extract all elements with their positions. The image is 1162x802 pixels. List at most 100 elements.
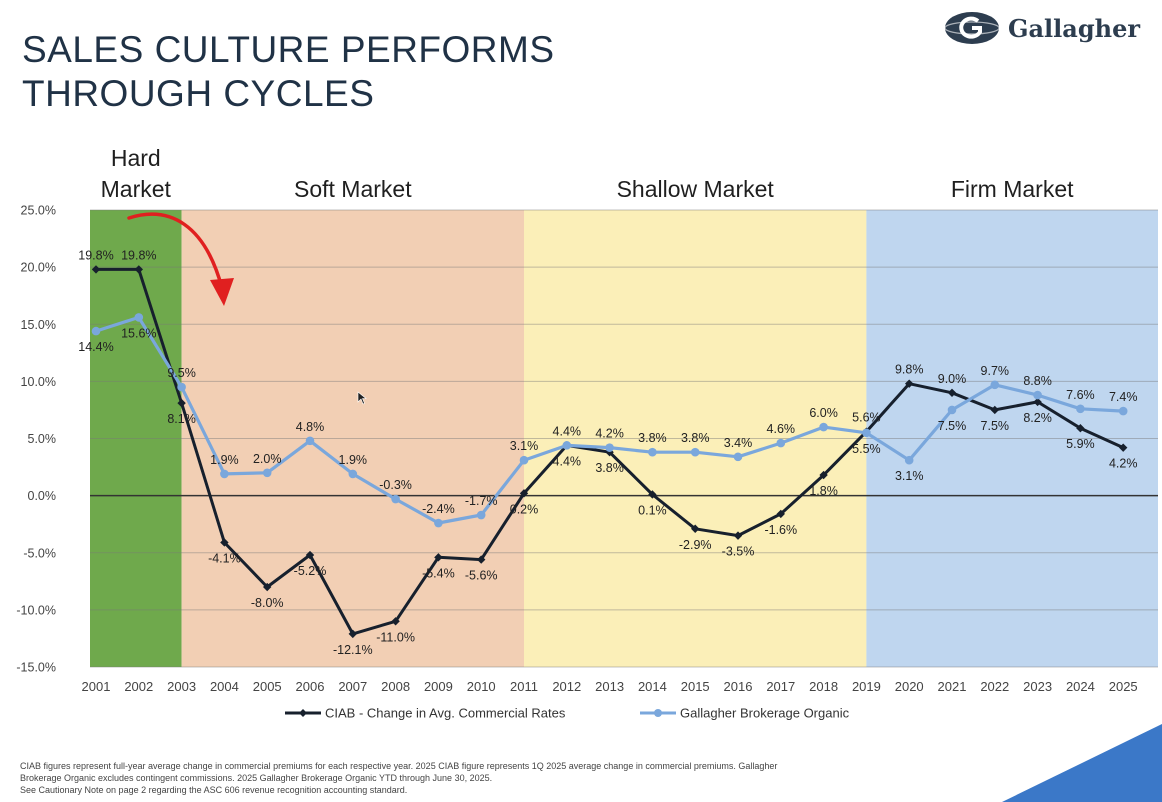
x-tick-label: 2023 [1023,679,1052,694]
data-point [776,438,786,448]
data-point [263,582,272,592]
data-point [519,489,529,498]
data-label: 9.8% [895,363,924,377]
data-label: -2.4% [422,502,455,516]
x-tick-label: 2007 [338,679,367,694]
data-point [1033,390,1042,400]
x-tick-label: 2004 [210,679,239,694]
data-label: 3.8% [681,431,710,445]
data-label: 2.0% [253,452,282,466]
data-point [434,553,443,562]
data-point [776,509,785,519]
data-label: -5.6% [465,569,498,583]
data-label: 4.4% [553,454,582,468]
data-label: -11.0% [376,630,415,644]
data-label: 4.2% [595,427,624,441]
data-point [990,380,1000,390]
data-label: -4.1% [208,551,241,565]
data-point [733,452,743,462]
y-tick-label: -10.0% [16,603,56,617]
region-label: Market [101,176,172,202]
corner-accent [1002,724,1162,802]
data-label: 5.6% [852,411,881,425]
region-band [524,210,867,667]
data-point [262,468,272,478]
legend: CIAB - Change in Avg. Commercial Rates Ga… [285,706,850,721]
mouse-cursor-icon [357,391,367,405]
data-label: 0.1% [638,503,667,517]
data-label: 3.8% [638,431,667,445]
data-point [648,490,657,499]
region-label: Shallow Market [617,176,775,202]
data-label: -5.4% [422,566,455,580]
data-label: 5.5% [852,442,881,456]
data-point [1076,404,1085,414]
x-tick-label: 2009 [424,679,453,694]
data-point [1118,406,1128,416]
gallagher-logo: Gallagher [944,10,1140,46]
x-tick-label: 2003 [167,679,196,694]
data-point [648,447,657,457]
data-label: 7.6% [1066,388,1095,402]
data-point [947,405,957,415]
data-label: -8.0% [251,596,284,610]
data-point [476,510,486,520]
data-label: -1.7% [465,494,498,508]
x-tick-label: 2020 [895,679,924,694]
data-label: 4.2% [1109,457,1138,471]
data-label: 1.8% [809,484,838,498]
data-point [434,518,443,528]
data-point [305,436,315,446]
data-label: 4.8% [296,420,325,434]
x-tick-label: 2016 [724,679,753,694]
y-tick-label: 5.0% [28,432,57,446]
data-label: 3.8% [595,461,624,475]
data-point [904,455,914,465]
data-point [1119,443,1128,452]
data-label: 5.9% [1066,437,1095,451]
data-label: 3.4% [724,436,753,450]
x-tick-label: 2018 [809,679,838,694]
footnote-line: Brokerage Organic excludes contingent co… [20,773,493,783]
y-tick-label: -5.0% [23,546,56,560]
legend-label: Gallagher Brokerage Organic [680,706,850,721]
x-tick-label: 2001 [82,679,111,694]
y-axis: -15.0% -10.0% -5.0% 0.0% 5.0% 10.0% 15.0% 20.0%… [16,204,56,675]
data-label: 4.4% [553,424,582,438]
data-label: 4.6% [767,422,796,436]
data-label: 19.8% [78,248,113,262]
data-label: 1.9% [339,453,368,467]
x-tick-label: 2008 [381,679,410,694]
x-tick-label: 2024 [1066,679,1095,694]
region-band [866,210,1158,667]
data-label: -5.2% [294,564,327,578]
data-point [391,617,400,626]
data-label: 9.7% [981,364,1010,378]
x-tick-label: 2022 [980,679,1009,694]
data-label: 0.2% [510,502,539,516]
region-band [90,210,182,667]
data-point [819,422,828,432]
x-tick-label: 2002 [124,679,153,694]
data-point [690,447,700,457]
data-point [477,555,486,564]
data-label: 3.1% [510,439,539,453]
footnote: CIAB figures represent full-year average… [20,760,1020,796]
data-label: -3.5% [722,545,755,559]
gridlines [90,209,1158,668]
x-tick-label: 2006 [296,679,325,694]
data-point [862,428,871,438]
data-point [562,441,572,450]
title-line-1: SALES CULTURE PERFORMS [22,29,555,70]
market-regions: Hard Market Soft Market Shallow Market Firm … [90,145,1158,667]
y-tick-label: 25.0% [21,204,56,218]
data-point [134,265,143,274]
region-band [181,210,524,667]
x-tick-label: 2013 [595,679,624,694]
data-point [605,443,614,452]
page-title: SALES CULTURE PERFORMS THROUGH CYCLES [22,28,555,116]
series-lines [91,265,1128,639]
data-label: 14.4% [78,340,113,354]
data-point [990,405,999,415]
x-tick-label: 2021 [938,679,967,694]
